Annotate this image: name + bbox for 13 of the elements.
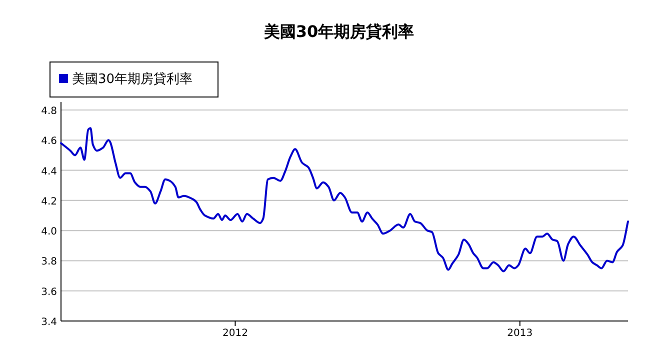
y-tick-label: 4.4 <box>41 166 57 178</box>
y-tick-label: 4.6 <box>41 136 57 148</box>
y-tick-label: 4.8 <box>41 106 57 117</box>
x-tick-label: 2013 <box>507 328 533 339</box>
y-tick-label: 3.8 <box>41 256 57 268</box>
legend: 美國30年期房貸利率 <box>50 62 218 98</box>
chart-title: 美國30年期房貸利率 <box>262 22 414 41</box>
y-tick-label: 3.4 <box>41 317 57 328</box>
y-tick-label: 3.6 <box>41 286 57 298</box>
x-tick-label: 2012 <box>222 328 248 339</box>
y-tick-label: 4.0 <box>41 226 57 238</box>
legend-label: 美國30年期房貸利率 <box>72 71 193 87</box>
y-tick-label: 4.2 <box>41 196 57 208</box>
